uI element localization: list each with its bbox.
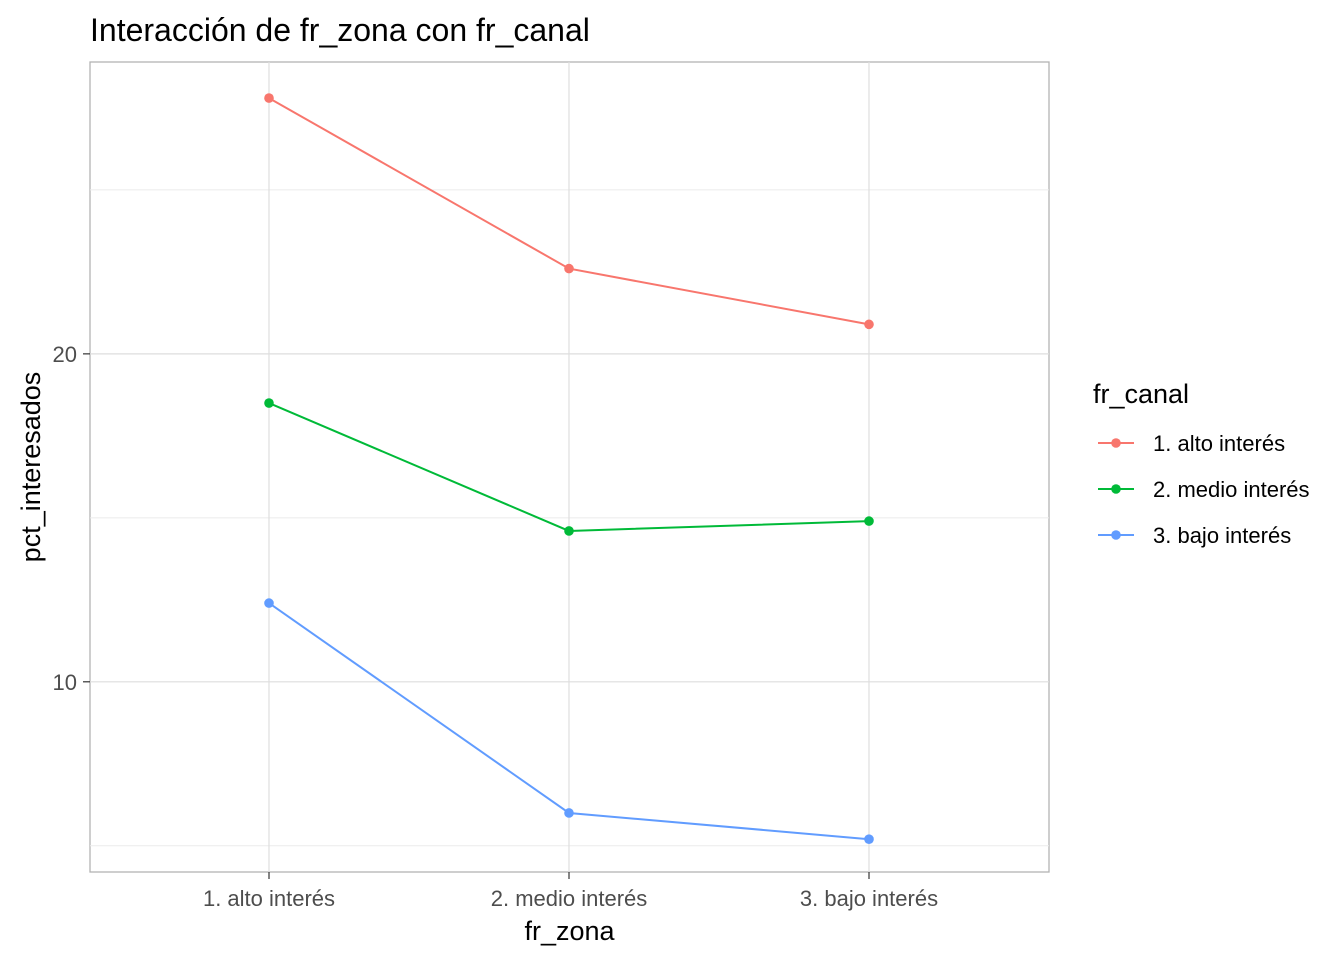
- y-axis-title: pct_interesados: [16, 372, 46, 563]
- axis-ticks: [83, 353, 870, 879]
- data-point: [864, 834, 874, 845]
- data-point: [264, 93, 274, 103]
- data-point: [264, 398, 274, 408]
- y-tick-label: 10: [53, 670, 77, 695]
- legend-title: fr_canal: [1093, 379, 1189, 409]
- legend-label: 1. alto interés: [1153, 431, 1285, 456]
- chart-title: Interacción de fr_zona con fr_canal: [90, 12, 590, 48]
- x-tick-labels: 1. alto interés 2. medio interés 3. bajo i…: [203, 886, 938, 911]
- y-tick-labels: 10 20: [53, 342, 77, 695]
- major-gridlines: [90, 62, 1049, 872]
- x-tick-label: 3. bajo interés: [800, 886, 938, 911]
- x-axis-title: fr_zona: [524, 916, 615, 946]
- legend-key-point: [1111, 484, 1121, 494]
- x-tick-label: 2. medio interés: [491, 886, 648, 911]
- series-points: [264, 93, 874, 845]
- legend-label: 3. bajo interés: [1153, 523, 1291, 548]
- x-tick-label: 1. alto interés: [203, 886, 335, 911]
- legend-key-point: [1111, 530, 1121, 540]
- data-point: [264, 598, 274, 608]
- legend-key-point: [1111, 438, 1121, 448]
- data-point: [564, 526, 574, 536]
- legend-label: 2. medio interés: [1153, 477, 1310, 502]
- data-point: [564, 263, 574, 274]
- legend-items: 1. alto interés 2. medio interés 3. bajo i…: [1098, 431, 1310, 548]
- legend: fr_canal 1. alto interés 2. medio interés…: [1093, 379, 1310, 548]
- data-point: [564, 808, 574, 818]
- data-point: [864, 319, 874, 330]
- data-point: [864, 516, 874, 526]
- y-tick-label: 20: [53, 342, 77, 367]
